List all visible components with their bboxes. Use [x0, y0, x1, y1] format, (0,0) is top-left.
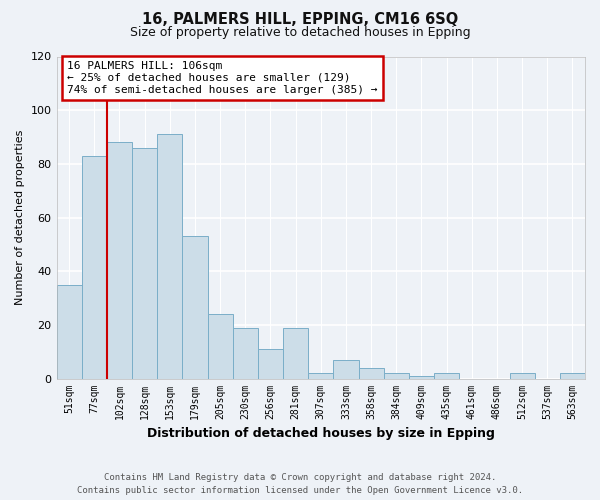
Bar: [56, 284, 82, 378]
Bar: [208, 314, 233, 378]
Text: 16 PALMERS HILL: 106sqm
← 25% of detached houses are smaller (129)
74% of semi-d: 16 PALMERS HILL: 106sqm ← 25% of detache…: [67, 62, 377, 94]
Bar: [334, 360, 359, 378]
Bar: [383, 373, 409, 378]
Text: 16, PALMERS HILL, EPPING, CM16 6SQ: 16, PALMERS HILL, EPPING, CM16 6SQ: [142, 12, 458, 28]
Bar: [157, 134, 182, 378]
Bar: [258, 349, 283, 378]
Bar: [233, 328, 258, 378]
Text: Contains HM Land Registry data © Crown copyright and database right 2024.
Contai: Contains HM Land Registry data © Crown c…: [77, 473, 523, 495]
Bar: [107, 142, 132, 378]
Bar: [560, 373, 585, 378]
X-axis label: Distribution of detached houses by size in Epping: Distribution of detached houses by size …: [147, 427, 495, 440]
Bar: [359, 368, 383, 378]
Bar: [409, 376, 434, 378]
Bar: [82, 156, 107, 378]
Y-axis label: Number of detached properties: Number of detached properties: [15, 130, 25, 305]
Bar: [308, 373, 334, 378]
Bar: [509, 373, 535, 378]
Bar: [132, 148, 157, 378]
Bar: [434, 373, 459, 378]
Bar: [283, 328, 308, 378]
Bar: [182, 236, 208, 378]
Text: Size of property relative to detached houses in Epping: Size of property relative to detached ho…: [130, 26, 470, 39]
